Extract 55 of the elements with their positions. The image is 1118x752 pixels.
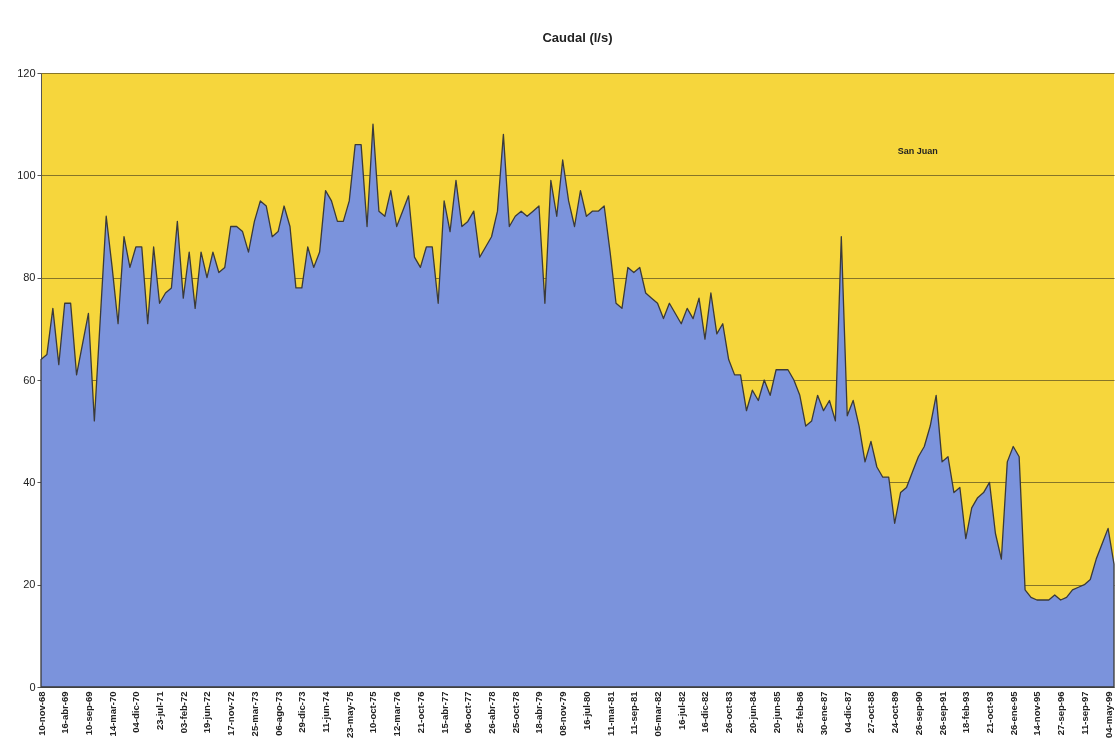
x-tick-label: 06-ago-73 <box>272 691 284 736</box>
x-tick-label: 27-oct-88 <box>865 691 877 734</box>
chart-title: Caudal (l/s) <box>542 30 613 45</box>
x-tick-label: 18-abr-79 <box>533 691 545 734</box>
y-tick-label: 20 <box>23 578 36 591</box>
x-tick-label: 30-ene-87 <box>818 691 830 736</box>
x-tick-label: 24-oct-89 <box>889 691 901 734</box>
y-tick-label: 40 <box>23 475 36 488</box>
x-tick-label: 08-nov-79 <box>557 691 569 736</box>
x-tick-label: 25-mar-73 <box>248 691 260 737</box>
y-tick-label: 0 <box>29 680 36 693</box>
y-tick-label: 100 <box>17 168 36 181</box>
x-tick-label: 10-sep-69 <box>82 691 94 736</box>
x-tick-label: 19-jun-72 <box>201 691 213 734</box>
y-tick-label: 80 <box>23 271 36 284</box>
x-tick-label: 14-nov-95 <box>1031 690 1043 736</box>
x-tick-label: 18-feb-93 <box>960 691 972 734</box>
x-tick-label: 04-dic-87 <box>841 691 853 733</box>
x-tick-label: 20-jun-85 <box>770 690 782 734</box>
x-tick-label: 10-oct-75 <box>367 690 379 734</box>
x-tick-label: 16-abr-69 <box>59 691 71 734</box>
text: San Juan <box>897 146 938 157</box>
x-tick-label: 26-sep-91 <box>936 690 948 736</box>
x-tick-label: 26-sep-90 <box>912 691 924 736</box>
y-tick-label: 60 <box>23 373 36 386</box>
x-tick-label: 25-oct-78 <box>509 691 521 734</box>
x-tick-label: 04-dic-70 <box>130 691 142 733</box>
x-tick-label: 27-sep-96 <box>1055 691 1067 736</box>
x-tick-label: 11-sep-97 <box>1078 691 1090 735</box>
x-tick-label: 11-sep-81 <box>628 690 640 735</box>
x-tick-label: 12-mar-76 <box>391 691 403 737</box>
x-tick-label: 11-mar-81 <box>604 690 616 736</box>
x-tick-label: 03-feb-72 <box>177 691 189 734</box>
x-tick-label: 21-oct-76 <box>414 691 426 734</box>
x-tick-label: 26-ene-95 <box>1007 690 1019 736</box>
x-tick-label: 16-dic-82 <box>699 691 711 733</box>
x-tick-label: 15-abr-77 <box>438 691 450 734</box>
x-tick-label: 14-mar-70 <box>106 691 118 737</box>
y-tick-label: 120 <box>17 66 36 79</box>
x-tick-label: 25-feb-86 <box>794 691 806 734</box>
x-tick-label: 16-jul-80 <box>580 691 592 731</box>
x-tick-label: 11-jun-74 <box>320 690 332 733</box>
x-tick-label: 29-dic-73 <box>296 691 308 733</box>
x-tick-label: 17-nov-72 <box>225 691 237 736</box>
x-tick-label: 10-nov-68 <box>35 691 47 736</box>
x-tick-label: 05-mar-82 <box>652 691 664 737</box>
x-tick-label: 26-oct-83 <box>723 691 735 734</box>
x-tick-label: 20-jun-84 <box>746 690 758 734</box>
x-tick-label: 06-oct-77 <box>462 691 474 734</box>
x-tick-label: 23-may-75 <box>343 690 355 738</box>
x-tick-label: 16-jul-82 <box>675 691 687 731</box>
x-tick-label: 26-abr-78 <box>486 691 498 734</box>
x-tick-label: 21-oct-93 <box>984 691 996 734</box>
x-tick-label: 04-may-99 <box>1102 691 1114 738</box>
x-tick-label: 23-jul-71 <box>154 690 166 731</box>
